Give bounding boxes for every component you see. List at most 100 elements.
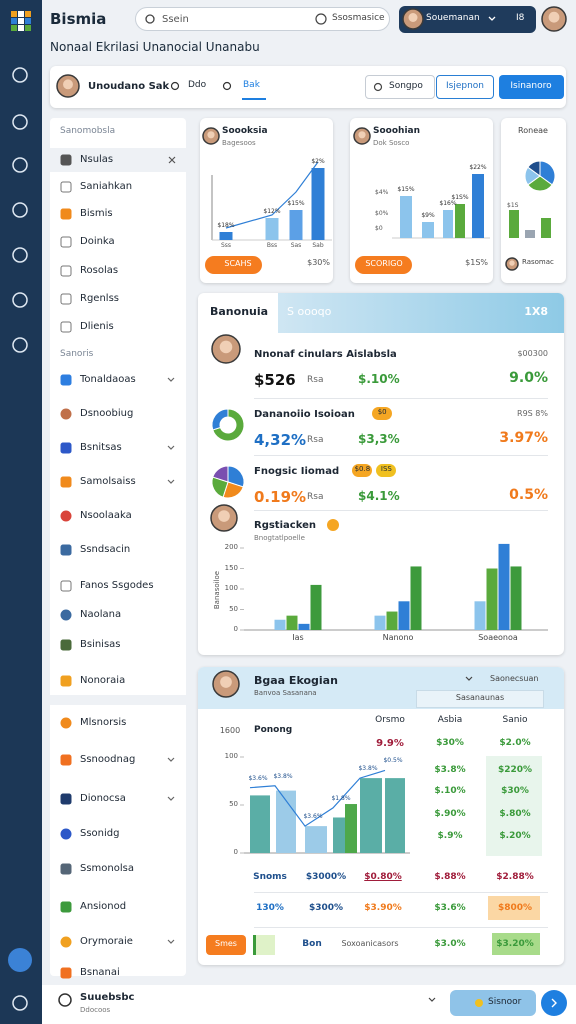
action-button[interactable] — [206, 935, 246, 955]
sidebar-divider — [50, 695, 186, 705]
overview-tab[interactable]: S oooqo — [287, 305, 332, 318]
x-tick-label: Ias — [292, 633, 304, 642]
table-col-bg — [486, 756, 542, 856]
sidebar-item[interactable]: Nonoraia — [80, 675, 126, 686]
bar — [374, 615, 386, 630]
item-icon — [60, 675, 72, 687]
nav-icon-active — [8, 948, 32, 972]
footer-round-button[interactable] — [541, 990, 567, 1016]
sidebar-item[interactable]: Doinka — [80, 236, 115, 247]
avatar-head — [548, 11, 560, 23]
tab-icon — [170, 81, 180, 91]
nav-icon — [12, 995, 28, 1011]
button[interactable] — [436, 75, 494, 99]
card-button[interactable] — [355, 256, 412, 274]
sidebar-item[interactable]: Bsinisas — [80, 639, 121, 650]
trend-line — [249, 769, 386, 827]
point-label: $0.5% — [383, 757, 403, 765]
card-button[interactable] — [205, 256, 262, 274]
sidebar-item[interactable]: Bsnitsas — [80, 442, 122, 453]
bar — [265, 218, 279, 240]
badge — [352, 464, 373, 477]
badge — [376, 464, 397, 477]
sidebar-item[interactable]: Ssndsacin — [80, 544, 131, 555]
sidebar-item[interactable]: Ssonidg — [80, 828, 120, 839]
action-chip — [253, 935, 275, 955]
report-filter[interactable]: Saonecsuan — [490, 674, 539, 683]
card-button-label: SCORIGO — [365, 259, 403, 268]
bar — [422, 222, 434, 238]
button-icon — [475, 999, 483, 1007]
row-name: Nnonaf cinulars Aislabsla — [254, 349, 397, 360]
bar — [305, 826, 327, 853]
tab-underline — [242, 98, 266, 100]
pie-slice — [211, 408, 229, 431]
tab[interactable]: Ddo — [188, 80, 207, 90]
sidebar-item[interactable]: Samolsaiss — [80, 476, 136, 487]
summary-cell: $800% — [497, 903, 533, 913]
bar — [298, 623, 310, 630]
report-tab[interactable] — [416, 690, 544, 708]
item-icon — [60, 408, 72, 420]
row-change: $3,3% — [358, 432, 400, 446]
column-header: Sanio — [502, 715, 528, 725]
sidebar-item[interactable]: Bismis — [80, 208, 113, 219]
sidebar-item[interactable]: Naolana — [80, 609, 122, 620]
nav-icon — [12, 157, 28, 173]
card-title: Soooksia — [222, 126, 268, 136]
row-change: $4.1% — [358, 489, 400, 503]
tab-icon — [222, 81, 232, 91]
summary-cell: $.88% — [434, 872, 466, 882]
bar — [443, 210, 453, 238]
bar-label: $9% — [421, 212, 435, 219]
bar — [410, 566, 422, 630]
sidebar-item[interactable]: Dionocsa — [80, 793, 126, 804]
bar-label: $1S% — [451, 194, 469, 201]
clock-icon — [315, 13, 327, 25]
button-primary[interactable] — [499, 75, 564, 99]
bar — [250, 795, 270, 853]
bar — [486, 568, 498, 630]
action-note: Soxoanicasors — [341, 939, 399, 948]
close-icon — [168, 156, 176, 164]
bar-label: $15% — [397, 186, 415, 193]
row-change: $.10% — [358, 372, 400, 386]
sidebar-item[interactable]: Ssnoodnag — [80, 754, 136, 765]
item-icon — [60, 901, 72, 913]
sidebar-item[interactable]: Rgenlss — [80, 293, 119, 304]
item-icon — [60, 717, 72, 729]
sidebar-item[interactable]: Mlsnorsis — [80, 717, 127, 728]
sidebar-item[interactable]: Ssmonolsa — [80, 863, 134, 874]
sidebar-item[interactable]: Ansionod — [80, 901, 127, 912]
table-cell: $.9% — [437, 831, 463, 841]
search-text: Ssein — [162, 14, 189, 25]
sidebar-item[interactable]: Nsoolaaka — [80, 510, 132, 521]
sidebar-item[interactable]: Dsnoobiug — [80, 408, 134, 419]
sidebar-item[interactable]: Saniahkan — [80, 181, 133, 192]
summary-cell: 130% — [256, 903, 284, 913]
table-cell: $.90% — [434, 809, 466, 819]
y-tick-label: 200 — [224, 543, 238, 551]
badge-label: $0 — [377, 408, 387, 416]
button[interactable] — [365, 75, 435, 99]
sidebar-item[interactable]: Fanos Ssgodes — [80, 580, 154, 591]
footer-button[interactable] — [450, 990, 536, 1016]
section-label: Sanoris — [60, 349, 94, 359]
column-header: Orsmo — [375, 715, 405, 725]
bar — [474, 601, 486, 630]
y-tick-label: 100 — [224, 584, 238, 592]
sidebar-item[interactable]: Orymoraie — [80, 936, 133, 947]
tab-active[interactable]: Bak — [243, 80, 260, 90]
sidebar-item[interactable]: Nsulas — [80, 154, 114, 165]
y-tick-label: 50 — [229, 604, 238, 613]
button-label: Isinanoro — [510, 81, 552, 91]
sidebar-item[interactable]: Dlienis — [80, 321, 114, 332]
sidebar-item[interactable]: Bsnanai — [80, 967, 120, 978]
sidebar-item[interactable]: Tonaldaoas — [80, 374, 136, 385]
nav-icon — [12, 202, 28, 218]
search-box[interactable] — [135, 7, 390, 31]
sidebar-item[interactable]: Rosolas — [80, 265, 119, 276]
report-subtitle: Banvoa Sasanana — [254, 689, 317, 697]
nav-icon — [12, 67, 28, 83]
